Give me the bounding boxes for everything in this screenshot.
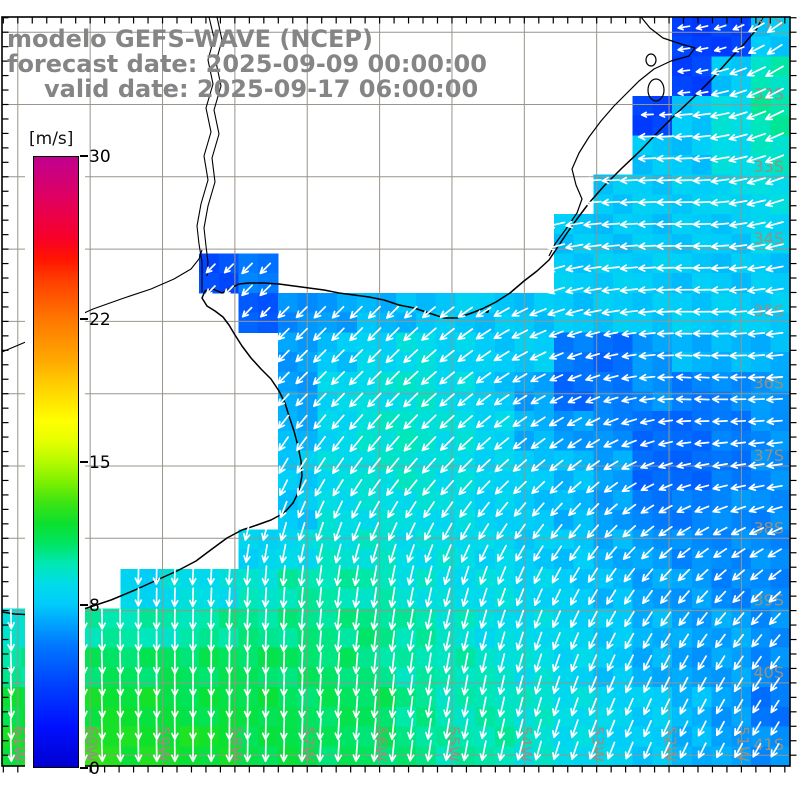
coastal-lake — [645, 53, 657, 67]
colorbar — [33, 156, 79, 768]
colorbar-tick-label: 0 — [89, 759, 100, 779]
graticule-layer — [2, 17, 790, 766]
colorbar-tick-mark — [80, 318, 88, 321]
map-content: 61W 60W 59W 58W 57W 56W 55W 54W 53W 52W 51W31S32S3… — [2, 12, 790, 766]
colorbar-tick-mark — [80, 767, 88, 769]
map-frame — [1, 16, 797, 773]
valid-date-line: valid date: 2025-09-17 06:00:00 — [44, 75, 479, 103]
colorbar-tick-mark — [80, 155, 88, 157]
lon-label: 60W — [82, 726, 101, 762]
title-block: modelo GEFS-WAVE (NCEP) forecast date: 2… — [7, 27, 487, 102]
lat-label: 34S — [753, 229, 784, 248]
lon-label: 53W — [589, 726, 608, 762]
arrow-layer — [7, 21, 785, 763]
lat-label: 36S — [753, 374, 784, 393]
colorbar-tick-mark — [80, 603, 88, 606]
model-title: modelo GEFS-WAVE (NCEP) — [7, 25, 373, 53]
lat-label: 41S — [753, 735, 784, 754]
lat-label: 33S — [753, 157, 784, 176]
colorbar-tick-label: 22 — [89, 310, 111, 331]
colorbar-tick-label: 30 — [89, 147, 111, 167]
colorbar-tick-mark — [80, 461, 88, 463]
colorbar-unit-label: [m/s] — [29, 129, 74, 149]
lat-label: 38S — [753, 518, 784, 537]
lon-label: 61W — [10, 726, 29, 762]
lat-label: 40S — [753, 663, 784, 682]
coastal-lake — [647, 78, 665, 102]
forecast-date-line: forecast date: 2025-09-09 00:00:00 — [7, 50, 487, 78]
lat-label: 31S — [753, 12, 784, 31]
colorbar-tick-label: 8 — [89, 595, 100, 616]
lon-label: 52W — [661, 726, 680, 762]
colorbar-tick-label: 15 — [89, 453, 111, 473]
lat-label: 37S — [753, 446, 784, 465]
